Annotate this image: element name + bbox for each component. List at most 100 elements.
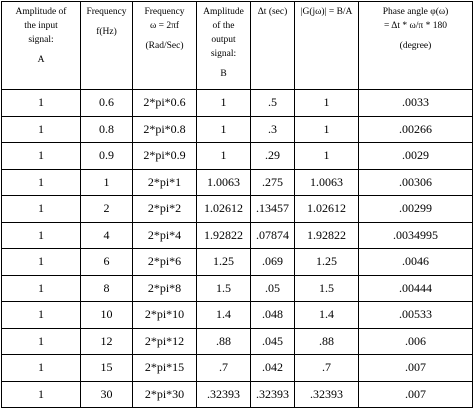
table-cell: 6 bbox=[80, 248, 133, 276]
table-cell: 1 bbox=[1, 115, 81, 143]
table-cell: 1.4 bbox=[196, 301, 251, 329]
header-line: the input bbox=[24, 21, 58, 31]
table-cell: .007 bbox=[358, 354, 473, 382]
table-row: 1 30 2*pi*30.32393.32393.32393.007 bbox=[1, 380, 473, 408]
table-cell: 1.02612 bbox=[294, 195, 359, 223]
table-row: 1 1 2*pi*1 1.0063.275 1.0063.00306 bbox=[1, 168, 473, 196]
table-row: 1 6 2*pi*6 1.25.069 1.25.0046 bbox=[1, 248, 473, 276]
table-cell: .00444 bbox=[358, 274, 473, 302]
header-cell: |G(jω)| = B/A bbox=[294, 1, 359, 90]
table-cell: 0.6 bbox=[80, 89, 133, 117]
table-cell: 1 bbox=[1, 195, 81, 223]
header-line: (Rad/Sec) bbox=[145, 41, 184, 51]
header-line: Frequency bbox=[86, 7, 127, 17]
header-line: ω = 2πf bbox=[149, 21, 180, 31]
header-line: Amplitude bbox=[203, 7, 244, 17]
table-cell: .275 bbox=[250, 168, 295, 196]
table-cell: 1.25 bbox=[294, 248, 359, 276]
header-line: Frequency bbox=[144, 7, 185, 17]
table-cell: .069 bbox=[250, 248, 295, 276]
table-cell: 1 bbox=[1, 274, 81, 302]
table-cell: 1.92822 bbox=[294, 221, 359, 249]
table-row: 1 8 2*pi*8 1.5.05 1.5.00444 bbox=[1, 274, 473, 302]
table-cell: 2*pi*12 bbox=[132, 327, 197, 355]
table-cell: 1 bbox=[1, 327, 81, 355]
table-cell: 2*pi*0.8 bbox=[132, 115, 197, 143]
header-line: output bbox=[211, 35, 236, 45]
header-line: f(Hz) bbox=[96, 27, 117, 37]
table-cell: .5 bbox=[250, 89, 295, 117]
table-cell: 0.8 bbox=[80, 115, 133, 143]
table-cell: .00266 bbox=[358, 115, 473, 143]
table-cell: .00306 bbox=[358, 168, 473, 196]
table-cell: 1.0063 bbox=[196, 168, 251, 196]
table-cell: 1 bbox=[1, 221, 81, 249]
table-cell: .0034995 bbox=[358, 221, 473, 249]
table-cell: 1 bbox=[1, 380, 81, 408]
table-cell: 1 bbox=[1, 301, 81, 329]
header-cell: Frequency f(Hz) bbox=[80, 1, 133, 90]
header-cell: Δt (sec) bbox=[250, 1, 295, 90]
table-cell: .00533 bbox=[358, 301, 473, 329]
table-cell: .048 bbox=[250, 301, 295, 329]
table-cell: .042 bbox=[250, 354, 295, 382]
table-cell: .00299 bbox=[358, 195, 473, 223]
table-cell: 1.02612 bbox=[196, 195, 251, 223]
table-cell: .32393 bbox=[294, 380, 359, 408]
table-cell: .88 bbox=[294, 327, 359, 355]
header-line: signal: bbox=[28, 35, 54, 45]
table-row: 1 10 2*pi*10 1.4.048 1.4.00533 bbox=[1, 301, 473, 329]
table-cell: 2*pi*0.6 bbox=[132, 89, 197, 117]
table-cell: .0046 bbox=[358, 248, 473, 276]
table-cell: 1 bbox=[1, 248, 81, 276]
table-cell: 2*pi*2 bbox=[132, 195, 197, 223]
table-row: 1 4 2*pi*4 1.92822.07874 1.92822.0034995 bbox=[1, 221, 473, 249]
table-cell: 2*pi*15 bbox=[132, 354, 197, 382]
table-cell: 1 bbox=[80, 168, 133, 196]
table-cell: 4 bbox=[80, 221, 133, 249]
table-cell: 2*pi*4 bbox=[132, 221, 197, 249]
header-line: of the bbox=[212, 21, 235, 31]
table-body: 1 0.6 2*pi*0.6 1.5 1.0033 1 0.8 2*pi*0.8 1.3 1.00… bbox=[1, 89, 473, 408]
table-cell: .0029 bbox=[358, 142, 473, 170]
table-cell: 12 bbox=[80, 327, 133, 355]
header-cell: Amplitude of the output signal: B bbox=[196, 1, 251, 90]
table-cell: 2*pi*6 bbox=[132, 248, 197, 276]
table-cell: 1 bbox=[196, 89, 251, 117]
table-cell: 1.5 bbox=[196, 274, 251, 302]
table-cell: .88 bbox=[196, 327, 251, 355]
table-cell: 1 bbox=[1, 142, 81, 170]
table-cell: .7 bbox=[196, 354, 251, 382]
table-cell: .13457 bbox=[250, 195, 295, 223]
table-cell: 30 bbox=[80, 380, 133, 408]
table-cell: .32393 bbox=[196, 380, 251, 408]
table-cell: 2*pi*0.9 bbox=[132, 142, 197, 170]
header-line: signal: bbox=[210, 49, 237, 59]
header-line: Phase angle φ(ω) bbox=[382, 7, 449, 17]
table-cell: 2*pi*10 bbox=[132, 301, 197, 329]
table-row: 1 12 2*pi*12.88.045.88.006 bbox=[1, 327, 473, 355]
table-cell: .0033 bbox=[358, 89, 473, 117]
table-cell: 1 bbox=[294, 89, 359, 117]
table-cell: 2*pi*30 bbox=[132, 380, 197, 408]
table-cell: 1.4 bbox=[294, 301, 359, 329]
table-cell: 0.9 bbox=[80, 142, 133, 170]
table-cell: 1.0063 bbox=[294, 168, 359, 196]
table-cell: 1.5 bbox=[294, 274, 359, 302]
table-row: 1 0.6 2*pi*0.6 1.5 1.0033 bbox=[1, 89, 473, 117]
table-cell: 1 bbox=[1, 89, 81, 117]
table-row: 1 0.8 2*pi*0.8 1.3 1.00266 bbox=[1, 115, 473, 143]
table-cell: 1 bbox=[294, 115, 359, 143]
header-cell: Amplitude of the input signal: A bbox=[1, 1, 81, 90]
table-cell: .32393 bbox=[250, 380, 295, 408]
header-line: Δt (sec) bbox=[257, 7, 288, 17]
table-cell: .7 bbox=[294, 354, 359, 382]
header-line: B bbox=[220, 69, 227, 79]
table-cell: 1 bbox=[1, 354, 81, 382]
table-cell: 1.25 bbox=[196, 248, 251, 276]
table-cell: 1 bbox=[196, 142, 251, 170]
table-cell: .07874 bbox=[250, 221, 295, 249]
table-cell: .05 bbox=[250, 274, 295, 302]
table-cell: 15 bbox=[80, 354, 133, 382]
